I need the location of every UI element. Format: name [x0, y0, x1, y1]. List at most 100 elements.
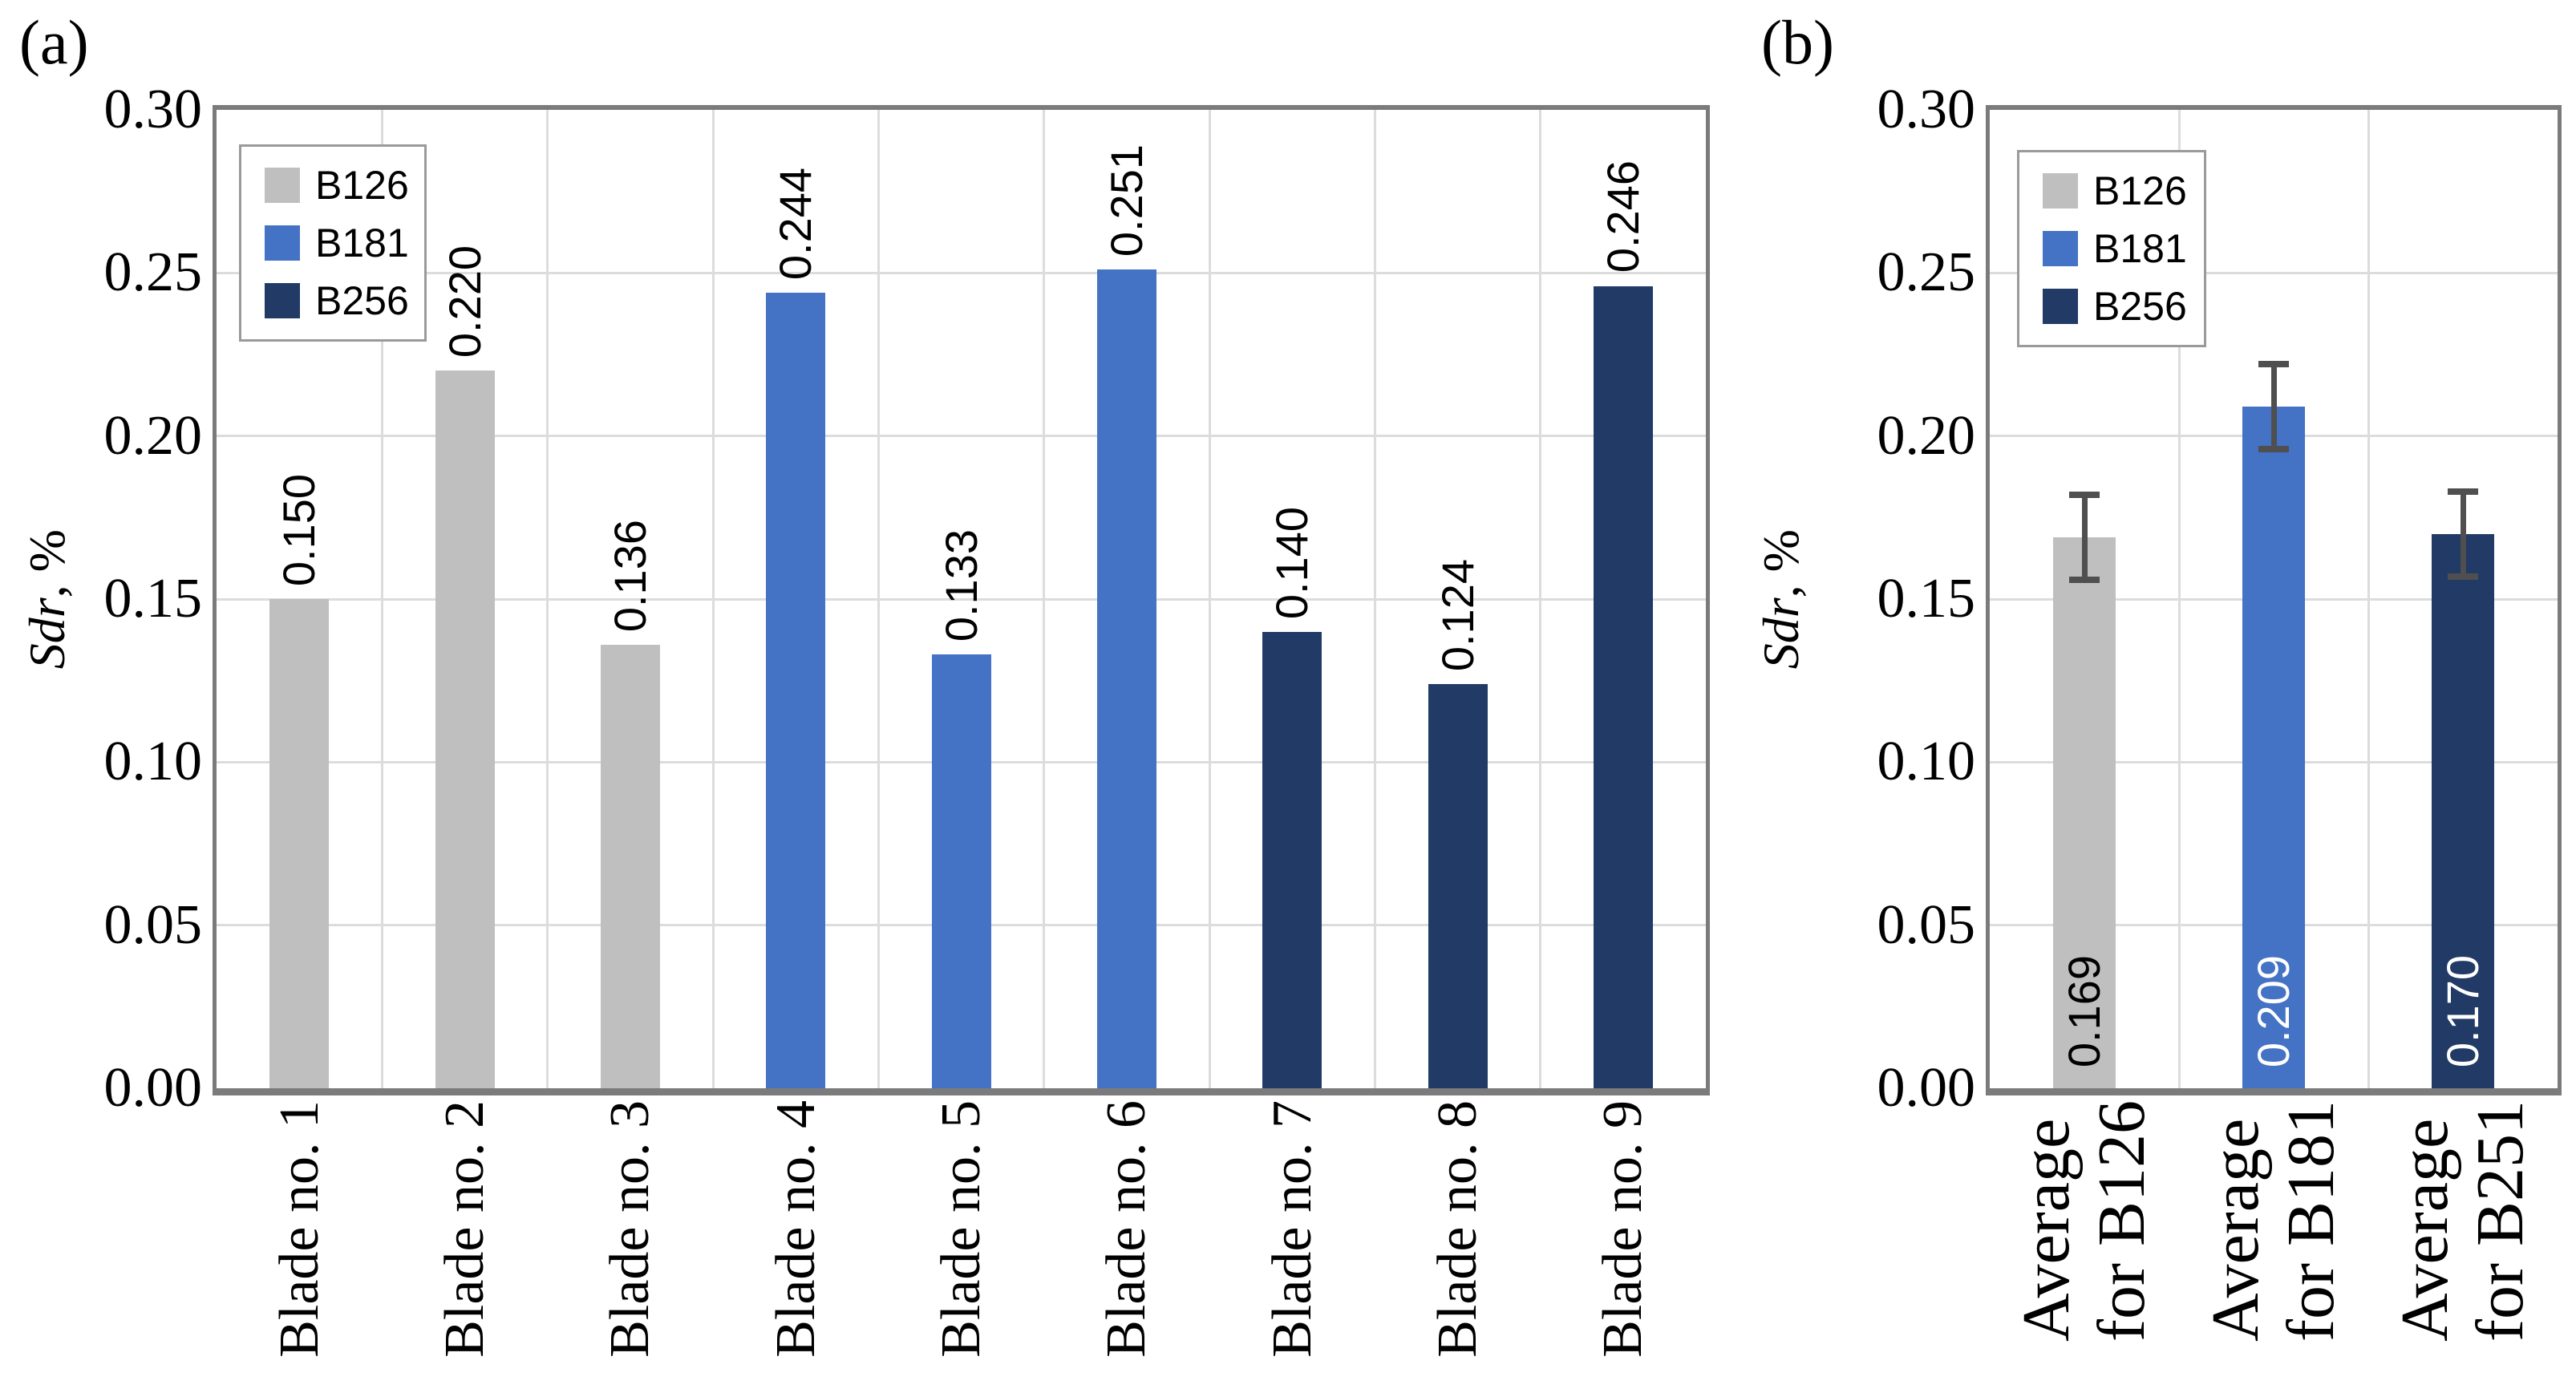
bar-B256-7 — [1262, 631, 1322, 1088]
y-tick-label: 0.00 — [1877, 1057, 1976, 1119]
legend-label: B126 — [2093, 168, 2187, 213]
legend-item-B126: B126 — [2043, 168, 2204, 213]
legend-swatch-B256 — [2043, 289, 2078, 324]
x-category-label: Blade no. 3 — [599, 1100, 662, 1358]
x-category-label: Blade no. 5 — [930, 1100, 992, 1358]
y-tick-label: 0.30 — [1877, 79, 1976, 140]
gridline-x — [877, 110, 880, 1088]
y-tick-label: 0.25 — [103, 241, 203, 304]
x-category-label: Blade no. 4 — [764, 1100, 827, 1358]
value-label: 0.220 — [439, 245, 490, 358]
bar-B126-2 — [435, 371, 495, 1088]
x-category-label: Blade no. 9 — [1592, 1100, 1655, 1358]
error-bar-cap — [2448, 488, 2478, 495]
legend-swatch-B181 — [2043, 231, 2078, 266]
gridline-x — [380, 110, 383, 1088]
panel-b-label: (b) — [1761, 7, 1834, 77]
legend-swatch-B181 — [265, 225, 300, 261]
legend-label: B126 — [315, 163, 409, 208]
y-axis-title: Sdr, % — [1752, 529, 1809, 670]
x-category-label: Blade no. 6 — [1096, 1100, 1158, 1358]
legend: B126 B181 B256 — [2017, 150, 2206, 347]
error-bar-cap — [2258, 361, 2289, 368]
x-category-label: Blade no. 8 — [1427, 1100, 1488, 1358]
y-tick-label: 0.00 — [103, 1057, 203, 1119]
value-label: 0.140 — [1266, 506, 1318, 619]
legend-item-B256: B256 — [265, 278, 424, 323]
value-label: 0.169 — [2059, 954, 2109, 1067]
y-tick-label: 0.05 — [103, 893, 203, 956]
x-category-label: Average for B181 — [2198, 1100, 2349, 1342]
y-tick-label: 0.20 — [1877, 404, 1976, 467]
error-bar-cap — [2069, 576, 2100, 583]
y-tick-label: 0.10 — [1877, 731, 1976, 793]
legend-item-B181: B181 — [265, 221, 424, 265]
value-label: 0.133 — [935, 529, 986, 642]
value-label: 0.136 — [604, 519, 655, 632]
value-label: 0.150 — [273, 473, 325, 586]
gridline-x — [1043, 110, 1046, 1088]
y-tick-label: 0.05 — [1877, 893, 1976, 956]
legend-swatch-B126 — [265, 168, 300, 203]
panel-a-label: (a) — [19, 7, 89, 77]
value-label: 0.209 — [2248, 954, 2299, 1067]
gridline-y — [217, 271, 1706, 274]
gridline-x — [546, 110, 549, 1088]
bar-B256-9 — [1593, 285, 1653, 1088]
error-bar-cap — [2258, 445, 2289, 452]
gridline-y — [217, 597, 1706, 601]
gridline-x — [1539, 110, 1542, 1088]
legend-label: B181 — [2093, 226, 2187, 271]
x-category-label: Blade no. 2 — [434, 1100, 496, 1358]
error-bar-line — [2081, 494, 2088, 580]
x-category-label: Average for B126 — [2009, 1100, 2160, 1342]
bar-B126-1 — [269, 599, 330, 1088]
y-axis-title-unit: , % — [1752, 529, 1809, 598]
value-label: 0.251 — [1100, 144, 1152, 257]
legend-label: B256 — [315, 278, 409, 323]
legend-item-B181: B181 — [2043, 226, 2204, 271]
y-tick-label: 0.25 — [1877, 241, 1976, 304]
legend-item-B126: B126 — [265, 163, 424, 208]
legend-swatch-B256 — [265, 283, 300, 318]
legend-item-B256: B256 — [2043, 284, 2204, 329]
y-tick-label: 0.10 — [103, 731, 203, 793]
x-category-label: Blade no. 7 — [1261, 1100, 1323, 1358]
gridline-y — [1990, 271, 2558, 274]
y-axis-title-italic: Sdr — [1752, 597, 1809, 670]
y-axis-title-italic: Sdr — [18, 597, 75, 670]
x-category-label: Average for B251 — [2388, 1100, 2538, 1342]
y-tick-label: 0.30 — [103, 79, 203, 140]
legend: B126 B181 B256 — [239, 144, 427, 342]
bar-B256-8 — [1428, 683, 1488, 1088]
y-tick-label: 0.15 — [1877, 568, 1976, 630]
bar-B126-1 — [2053, 537, 2116, 1088]
chart-panel-b: 0.169 0.209 0.170 B126 B181 B256 — [1986, 105, 2562, 1095]
gridline-x — [2177, 110, 2181, 1088]
gridline-x — [2367, 110, 2370, 1088]
legend-label: B181 — [315, 221, 409, 265]
legend-swatch-B126 — [2043, 173, 2078, 209]
error-bar-line — [2270, 364, 2277, 449]
error-bar-cap — [2069, 491, 2100, 498]
y-axis-title: Sdr, % — [18, 529, 75, 670]
gridline-x — [1208, 110, 1211, 1088]
x-category-label: Blade no. 1 — [268, 1100, 330, 1358]
gridline-x — [1373, 110, 1376, 1088]
value-label: 0.244 — [770, 167, 821, 280]
chart-panel-a: 0.150 0.220 0.136 0.244 0.133 0.251 0.140 0.124… — [213, 105, 1710, 1095]
y-axis-title-unit: , % — [18, 529, 75, 598]
bar-B126-3 — [600, 644, 660, 1088]
gridline-y — [217, 435, 1706, 438]
legend-label: B256 — [2093, 284, 2187, 329]
y-tick-label: 0.15 — [103, 568, 203, 630]
bar-B256-3 — [2432, 533, 2494, 1088]
value-label: 0.246 — [1597, 160, 1648, 273]
gridline-x — [711, 110, 715, 1088]
value-label: 0.124 — [1432, 558, 1483, 671]
error-bar-cap — [2448, 573, 2478, 580]
bar-B181-5 — [931, 654, 991, 1088]
value-label: 0.170 — [2437, 954, 2488, 1067]
bar-B181-2 — [2242, 407, 2305, 1088]
